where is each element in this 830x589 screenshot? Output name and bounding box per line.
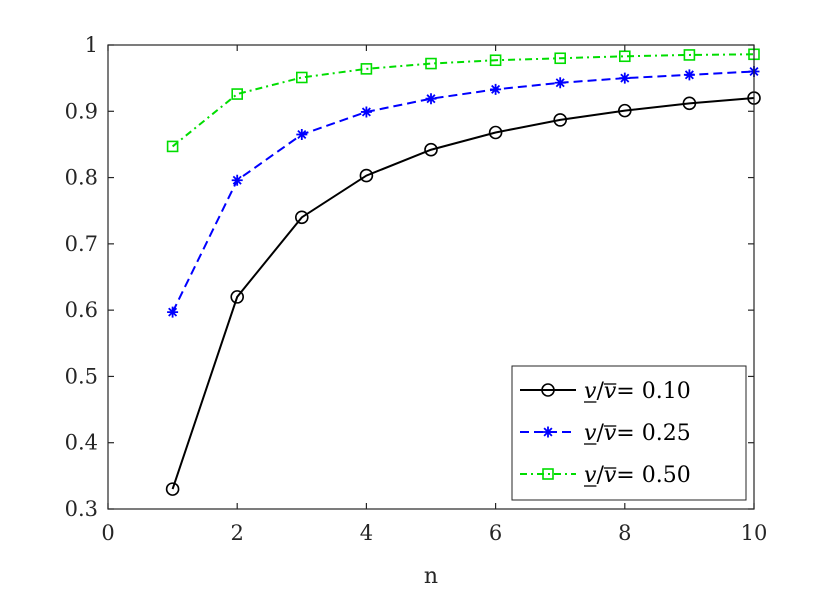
series-3-point: [295, 71, 308, 84]
series-2-point: [296, 128, 308, 140]
series-layer: [165, 48, 761, 496]
y-tick-label: 0.3: [65, 497, 98, 521]
y-tick-label: 0.5: [65, 364, 98, 388]
series-3-point: [360, 63, 373, 75]
series-1-point: [617, 103, 632, 118]
y-tick-label: 0.4: [65, 431, 98, 455]
series-1-point: [230, 290, 244, 304]
series-2-point: [167, 306, 179, 318]
x-tick-label: 0: [101, 521, 114, 545]
y-tick-label: 0.8: [65, 166, 98, 190]
axes-box: [107, 44, 755, 510]
series-1-point: [682, 96, 697, 111]
series-1-line: [171, 97, 755, 490]
x-axis-label: n: [424, 564, 438, 589]
series-1-point: [424, 142, 438, 157]
legend-entry-3: v/v= 0.50: [520, 463, 691, 488]
series-3-point: [489, 54, 502, 67]
series-2-line: [171, 70, 755, 313]
series-3-line: [171, 53, 755, 148]
x-tick-label: 6: [489, 521, 502, 545]
x-tick-label: 8: [618, 521, 631, 545]
legend-label: v/v= 0.10: [584, 379, 691, 404]
series-3-point: [683, 49, 696, 61]
series-2-point: [619, 72, 631, 84]
legend-label: v/v= 0.25: [584, 421, 691, 446]
series-3-point: [166, 140, 179, 153]
series-3-point: [554, 52, 567, 65]
legend-marker: [542, 468, 554, 480]
series-2-point: [554, 77, 566, 89]
legend-label: v/v= 0.50: [584, 463, 691, 488]
series-3-point: [231, 88, 243, 100]
legend-entry-1: v/v= 0.10: [520, 379, 691, 404]
legend-marker: [541, 383, 555, 397]
x-tick-label: 2: [231, 521, 244, 545]
series-3-point: [618, 50, 631, 63]
series-1-point: [165, 482, 180, 496]
series-2-point: [231, 174, 243, 186]
series-3-point: [425, 57, 437, 70]
y-tick-label: 0.7: [65, 232, 98, 256]
y-tick-label: 0.9: [65, 99, 98, 123]
y-tick-label: 0.6: [65, 298, 98, 322]
series-1-point: [553, 113, 568, 127]
x-tick-label: 4: [360, 521, 373, 545]
series-2-point: [425, 93, 437, 105]
y-tick-label: 1: [85, 33, 98, 57]
series-2-point: [360, 106, 372, 118]
series-1-point: [359, 168, 374, 183]
axes: 0 2 4 6 8 10 0.3 0.4 0.5 0.6 0.7 0.8 0.9 1: [65, 33, 768, 545]
legend-marker: [542, 426, 554, 438]
legend: v/v= 0.10 v/v= 0.25 v/v= 0.50: [511, 365, 747, 501]
series-1-point: [294, 210, 309, 225]
series-2-point: [490, 83, 502, 95]
series-1-point: [488, 125, 503, 140]
series-1: [165, 91, 761, 496]
series-2-point: [683, 69, 695, 81]
x-tick-label: 10: [741, 521, 768, 545]
legend-entry-2: v/v= 0.25: [520, 421, 691, 446]
